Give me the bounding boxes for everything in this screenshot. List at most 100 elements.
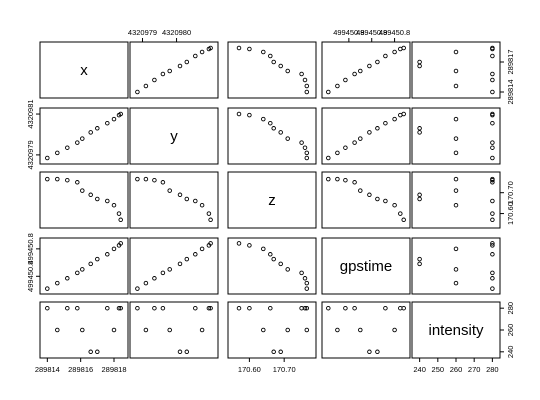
point-y-gpstime-3 [352, 140, 357, 145]
top-tick-label-y-0: 4320979 [128, 28, 157, 37]
diagonal-label-x: x [80, 62, 88, 79]
point-intensity-y-1 [143, 327, 149, 333]
point-z-intensity-1 [453, 176, 459, 182]
point-gpstime-intensity-3 [490, 270, 495, 276]
point-y-gpstime-5 [367, 130, 372, 135]
point-intensity-z-8 [261, 327, 266, 333]
point-gpstime-z-3 [299, 270, 304, 276]
panel-y-vs-gpstime [321, 107, 411, 165]
point-y-gpstime-8 [392, 116, 397, 122]
point-intensity-x-4 [80, 327, 85, 333]
point-x-y-3 [160, 71, 166, 77]
panel-z-vs-y [129, 171, 219, 229]
point-gpstime-intensity-8 [453, 246, 459, 252]
point-intensity-y-4 [167, 327, 172, 333]
point-x-z-3 [299, 71, 304, 77]
point-intensity-x-1 [55, 327, 60, 333]
point-intensity-y-9 [206, 305, 212, 311]
point-z-gpstime-7 [383, 198, 388, 204]
left-tick-label-y-1: 4320981 [26, 99, 35, 128]
point-intensity-x-8 [111, 327, 117, 333]
point-x-gpstime-2 [343, 77, 348, 83]
point-gpstime-x-3 [75, 270, 80, 276]
point-gpstime-y-10 [208, 241, 213, 246]
point-gpstime-z-5 [278, 261, 283, 267]
point-z-gpstime-8 [392, 202, 397, 208]
point-gpstime-z-0 [304, 286, 310, 291]
point-y-z-10 [236, 111, 242, 117]
point-intensity-x-5 [88, 349, 93, 355]
point-intensity-gpstime-1 [335, 327, 340, 333]
panel-x-vs-x [39, 41, 129, 99]
point-gpstime-intensity-0 [490, 286, 495, 291]
diagonal-label-intensity: intensity [428, 322, 484, 339]
bottom-tick-label-intensity-2: 260 [450, 365, 463, 374]
point-z-x-10 [118, 217, 123, 223]
panel-gpstime-vs-y [129, 237, 219, 295]
panel-intensity-vs-z [227, 301, 317, 359]
point-z-gpstime-3 [352, 180, 357, 185]
point-z-x-8 [111, 202, 117, 208]
point-intensity-gpstime-6 [375, 349, 380, 355]
point-gpstime-z-10 [236, 241, 242, 246]
point-z-x-3 [75, 180, 80, 185]
point-x-z-9 [247, 46, 252, 52]
diagonal-label-y: y [170, 128, 178, 145]
point-intensity-y-2 [152, 305, 157, 311]
point-x-y-7 [193, 53, 198, 59]
point-z-intensity-4 [453, 188, 459, 193]
point-z-gpstime-4 [358, 188, 363, 193]
point-x-z-8 [261, 49, 266, 55]
point-gpstime-z-9 [247, 243, 252, 248]
point-x-gpstime-8 [392, 49, 397, 55]
point-intensity-gpstime-0 [326, 305, 331, 311]
point-gpstime-intensity-4 [453, 267, 459, 272]
point-gpstime-y-4 [167, 267, 172, 272]
point-y-z-7 [268, 120, 273, 126]
point-intensity-z-6 [271, 349, 276, 355]
panel-z-vs-intensity [411, 171, 501, 229]
point-x-y-5 [177, 63, 183, 69]
point-intensity-y-8 [199, 327, 205, 333]
point-x-y-10 [208, 45, 213, 51]
point-x-intensity-0 [490, 89, 495, 95]
point-z-x-4 [80, 188, 85, 193]
point-intensity-gpstime-7 [383, 305, 388, 311]
point-y-x-4 [80, 136, 85, 141]
bottom-tick-label-x-1: 289816 [68, 365, 93, 374]
point-x-intensity-6 [417, 59, 422, 65]
point-y-intensity-2 [490, 145, 495, 150]
point-intensity-z-10 [236, 305, 242, 311]
point-intensity-y-7 [193, 305, 198, 311]
point-intensity-y-0 [135, 305, 140, 311]
point-intensity-y-10 [208, 305, 213, 311]
point-y-gpstime-10 [401, 111, 406, 117]
panel-gpstime-vs-gpstime [321, 237, 411, 295]
point-x-z-0 [304, 89, 310, 95]
point-x-intensity-7 [490, 53, 495, 59]
point-y-intensity-10 [490, 111, 495, 117]
point-y-z-2 [302, 145, 308, 150]
point-gpstime-z-6 [271, 256, 276, 262]
top-tick-label-y-1: 4320980 [162, 28, 191, 37]
point-gpstime-y-2 [152, 276, 157, 281]
point-x-gpstime-5 [367, 63, 372, 69]
point-gpstime-x-7 [105, 252, 110, 257]
point-x-y-6 [184, 59, 190, 65]
panel-gpstime-vs-z [227, 237, 317, 295]
point-y-z-4 [285, 136, 290, 141]
point-z-gpstime-1 [335, 176, 340, 182]
point-intensity-gpstime-10 [401, 305, 406, 311]
point-y-gpstime-0 [326, 155, 331, 161]
point-gpstime-y-7 [193, 252, 198, 257]
point-x-intensity-2 [490, 77, 495, 83]
point-x-z-5 [278, 63, 283, 69]
point-intensity-gpstime-8 [392, 327, 397, 333]
point-gpstime-y-6 [184, 256, 190, 262]
point-x-y-4 [167, 68, 172, 74]
point-intensity-z-0 [304, 305, 310, 311]
panel-gpstime-vs-x [39, 237, 129, 295]
point-y-z-1 [304, 150, 310, 156]
point-x-z-10 [236, 45, 242, 51]
point-y-z-6 [271, 126, 276, 131]
